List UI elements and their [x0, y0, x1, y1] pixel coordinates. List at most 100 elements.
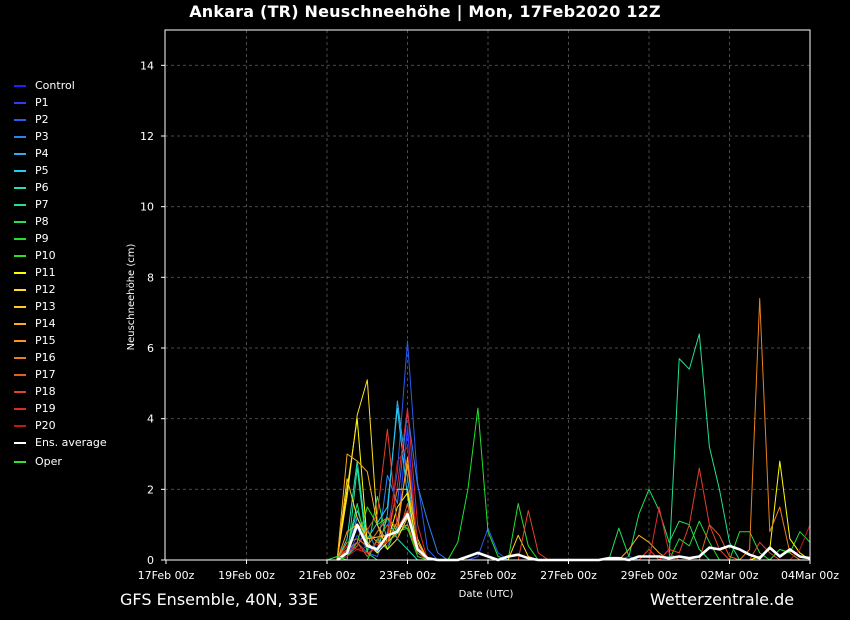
legend-swatch [14, 460, 26, 463]
legend-label: P3 [35, 130, 49, 143]
series-line-ens-average [336, 512, 811, 562]
x-tick-label: 23Feb 00z [379, 569, 436, 582]
legend-item: P15 [14, 332, 107, 349]
legend-swatch [14, 390, 26, 393]
legend-swatch [14, 305, 26, 308]
legend-label: Ens. average [35, 436, 107, 449]
legend-item: P5 [14, 162, 107, 179]
legend-swatch [14, 373, 26, 376]
legend-item: P8 [14, 213, 107, 230]
legend-label: P10 [35, 249, 56, 262]
x-tick-label: 27Feb 00z [540, 569, 597, 582]
legend-swatch [14, 203, 26, 206]
y-tick-label: 4 [147, 413, 154, 426]
legend-label: P7 [35, 198, 49, 211]
series-line-p13 [336, 478, 539, 561]
legend-item: P20 [14, 417, 107, 434]
legend-item: P18 [14, 383, 107, 400]
page-title: Ankara (TR) Neuschneehöhe | Mon, 17Feb20… [189, 2, 661, 21]
x-tick-label: 21Feb 00z [299, 569, 356, 582]
legend-swatch [14, 288, 26, 291]
legend-item: Control [14, 77, 107, 94]
legend-label: P13 [35, 300, 56, 313]
series-line-p9 [366, 407, 811, 561]
legend-swatch [14, 237, 26, 240]
legend-swatch [14, 152, 26, 155]
legend-swatch [14, 186, 26, 189]
legend-swatch [14, 322, 26, 325]
legend-label: P18 [35, 385, 56, 398]
legend-swatch [14, 101, 26, 104]
legend-item: P4 [14, 145, 107, 162]
x-axis-label: Date (UTC) [459, 589, 514, 600]
x-tick-label: 04Mar 00z [781, 569, 839, 582]
legend-label: Control [35, 79, 75, 92]
legend-item: P10 [14, 247, 107, 264]
legend-item: P19 [14, 400, 107, 417]
legend: Control P1 P2 P3 P4 P5 P6 P7 P8 P9 P10 P11 P12 P13 P14… [14, 77, 107, 470]
legend-swatch [14, 441, 26, 444]
x-tick-label: 02Mar 00z [700, 569, 758, 582]
legend-label: P11 [35, 266, 56, 279]
y-tick-label: 10 [140, 201, 154, 214]
legend-item: P16 [14, 349, 107, 366]
legend-item: P13 [14, 298, 107, 315]
legend-label: P17 [35, 368, 56, 381]
legend-item: P3 [14, 128, 107, 145]
legend-label: P12 [35, 283, 56, 296]
legend-swatch [14, 84, 26, 87]
x-tick-label: 29Feb 00z [621, 569, 678, 582]
legend-swatch [14, 220, 26, 223]
series-line-p7 [346, 333, 741, 561]
legend-item: P17 [14, 366, 107, 383]
legend-item: P11 [14, 264, 107, 281]
x-axis-ticks: 17Feb 00z 19Feb 00z 21Feb 00z 23Feb 00z 25Fe… [138, 560, 839, 582]
legend-label: P20 [35, 419, 56, 432]
legend-label: Oper [35, 455, 62, 468]
legend-item: Ens. average [14, 434, 107, 451]
legend-label: P15 [35, 334, 56, 347]
y-axis-ticks: 0 2 4 6 8 10 12 14 [140, 59, 165, 567]
legend-item: Oper [14, 453, 107, 470]
x-tick-label: 17Feb 00z [138, 569, 195, 582]
y-tick-label: 8 [147, 271, 154, 284]
footer-site-name: Wetterzentrale.de [650, 590, 795, 609]
legend-swatch [14, 407, 26, 410]
x-tick-label: 19Feb 00z [218, 569, 275, 582]
y-tick-label: 6 [147, 342, 154, 355]
legend-swatch [14, 254, 26, 257]
x-tick-label: 25Feb 00z [460, 569, 517, 582]
legend-label: P5 [35, 164, 49, 177]
y-axis-label: Neuschneehöhe (cm) [126, 243, 137, 350]
y-tick-label: 0 [147, 554, 154, 567]
legend-label: P19 [35, 402, 56, 415]
legend-item: P14 [14, 315, 107, 332]
legend-label: P6 [35, 181, 49, 194]
series-line-p20 [336, 446, 811, 561]
legend-label: P1 [35, 96, 49, 109]
legend-swatch [14, 271, 26, 274]
legend-swatch [14, 135, 26, 138]
legend-swatch [14, 356, 26, 359]
legend-label: P2 [35, 113, 49, 126]
legend-item: P1 [14, 94, 107, 111]
legend-swatch [14, 339, 26, 342]
legend-item: P12 [14, 281, 107, 298]
legend-swatch [14, 424, 26, 427]
footer-model-info: GFS Ensemble, 40N, 33E [120, 590, 319, 609]
legend-label: P16 [35, 351, 56, 364]
legend-item: P7 [14, 196, 107, 213]
legend-label: P4 [35, 147, 49, 160]
legend-item: P6 [14, 179, 107, 196]
legend-swatch [14, 118, 26, 121]
legend-item: P2 [14, 111, 107, 128]
grid-lines [165, 30, 810, 560]
y-tick-label: 14 [140, 59, 154, 72]
legend-label: P8 [35, 215, 49, 228]
y-tick-label: 2 [147, 483, 154, 496]
legend-label: P9 [35, 232, 49, 245]
legend-swatch [14, 169, 26, 172]
legend-label: P14 [35, 317, 56, 330]
y-tick-label: 12 [140, 130, 154, 143]
